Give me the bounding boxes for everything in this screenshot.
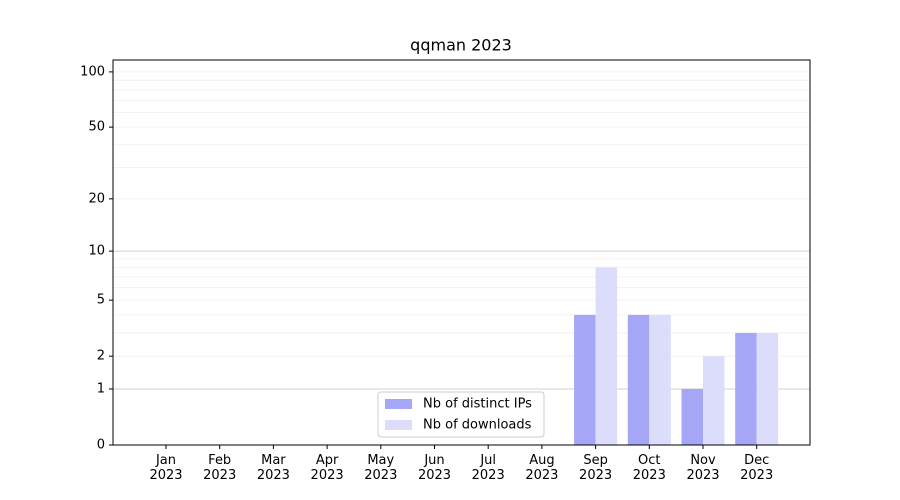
- plot-frame: [112, 59, 811, 446]
- bar: [703, 356, 725, 445]
- x-tick-label: Jul 2023: [471, 453, 505, 483]
- x-tick-label: Jan 2023: [149, 453, 183, 483]
- x-tick-label: Mar 2023: [256, 453, 290, 483]
- x-tick-label: May 2023: [364, 453, 398, 483]
- legend: Nb of distinct IPs Nb of downloads: [377, 391, 545, 438]
- bar: [627, 314, 650, 445]
- x-tick-label: Dec 2023: [740, 453, 774, 483]
- y-tick-label: 2: [97, 349, 105, 364]
- legend-label: Nb of downloads: [423, 418, 532, 433]
- legend-frame: [377, 391, 545, 438]
- y-tick-label: 20: [88, 191, 105, 206]
- y-tick-label: 50: [88, 120, 105, 135]
- bar: [681, 388, 703, 445]
- x-tick-label: Jun 2023: [417, 453, 452, 483]
- bar: [595, 267, 618, 445]
- y-tick-label: 1: [97, 381, 105, 396]
- x-tick-label: Feb 2023: [203, 453, 237, 483]
- x-tick-label: Aug 2023: [525, 453, 559, 483]
- y-tick-label: 0: [97, 438, 105, 453]
- bar: [735, 332, 757, 445]
- legend-swatch: [385, 420, 412, 430]
- legend-swatch: [385, 399, 412, 409]
- y-tick-label: 10: [88, 244, 105, 259]
- legend-label: Nb of distinct IPs: [423, 397, 532, 412]
- y-tick-label: 5: [97, 293, 105, 308]
- x-tick-label: Sep 2023: [579, 453, 613, 483]
- bar: [574, 314, 596, 445]
- chart-title: qqman 2023: [410, 36, 512, 55]
- x-tick-label: Oct 2023: [632, 453, 666, 483]
- bar: [649, 314, 671, 445]
- y-tick-label: 100: [80, 64, 105, 79]
- x-tick-label: Apr 2023: [310, 453, 344, 483]
- x-tick-label: Nov 2023: [686, 453, 720, 483]
- bar: [756, 332, 779, 445]
